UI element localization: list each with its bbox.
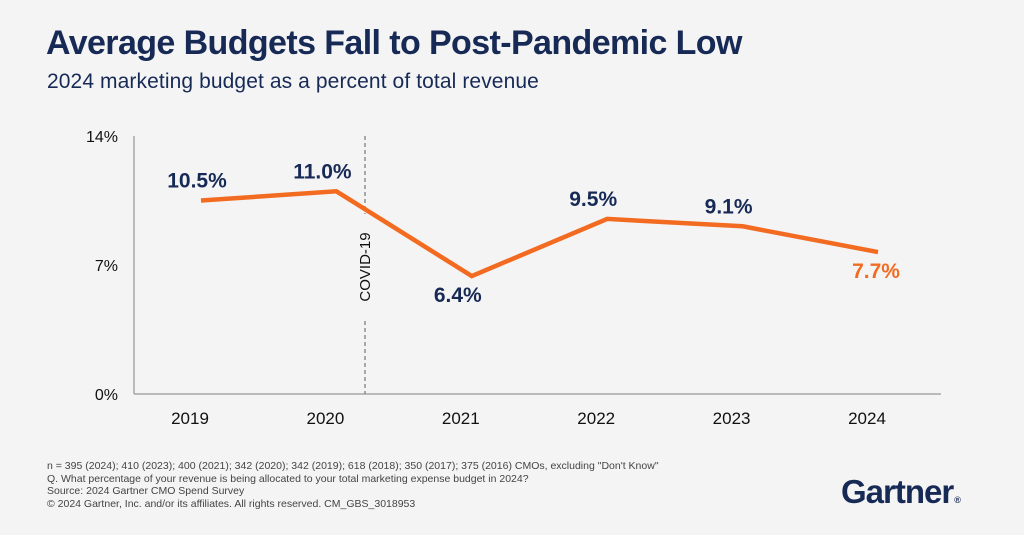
y-tick-label: 7%: [95, 258, 118, 275]
data-label: 9.1%: [705, 195, 753, 218]
data-label: 7.7%: [852, 260, 900, 283]
series-line: [200, 188, 879, 279]
x-tick-label: 2020: [306, 409, 344, 428]
x-tick-label: 2023: [713, 409, 751, 428]
footnote-sample-size: n = 395 (2024); 410 (2023); 400 (2021); …: [47, 460, 659, 472]
data-label: 6.4%: [434, 284, 482, 307]
data-label: 9.5%: [569, 188, 617, 211]
footnote-copyright: © 2024 Gartner, Inc. and/or its affiliat…: [47, 497, 416, 510]
registered-mark: ®: [954, 495, 961, 505]
x-tick-label: 2019: [171, 409, 209, 428]
y-tick-label: 14%: [86, 129, 118, 146]
x-axis: 2019 2020 2021 2022 2023 2024: [134, 393, 941, 428]
logo-text: Gartner: [841, 473, 954, 510]
footnote-source: Source: 2024 Gartner CMO Spend Survey: [47, 485, 245, 497]
covid-annotation: COVID-19: [357, 136, 374, 394]
x-tick-label: 2022: [577, 409, 615, 428]
data-label: 11.0%: [293, 160, 352, 183]
y-tick-label: 0%: [95, 387, 118, 404]
data-label: 10.5%: [167, 170, 227, 193]
footnotes: n = 395 (2024); 410 (2023); 400 (2021); …: [47, 460, 659, 510]
covid-label: COVID-19: [357, 232, 374, 301]
x-tick-label: 2021: [442, 409, 480, 428]
y-axis: 0% 7% 14%: [86, 129, 135, 404]
chart-title: Average Budgets Fall to Post-Pandemic Lo…: [46, 24, 742, 62]
footnote-question: Q. What percentage of your revenue is be…: [47, 472, 529, 485]
series-budget: 10.5% 11.0% 6.4% 9.5% 9.1% 7.7%: [167, 160, 900, 307]
gartner-logo: Gartner®: [841, 473, 961, 511]
chart-subtitle: 2024 marketing budget as a percent of to…: [47, 70, 539, 93]
x-tick-label: 2024: [848, 409, 886, 428]
